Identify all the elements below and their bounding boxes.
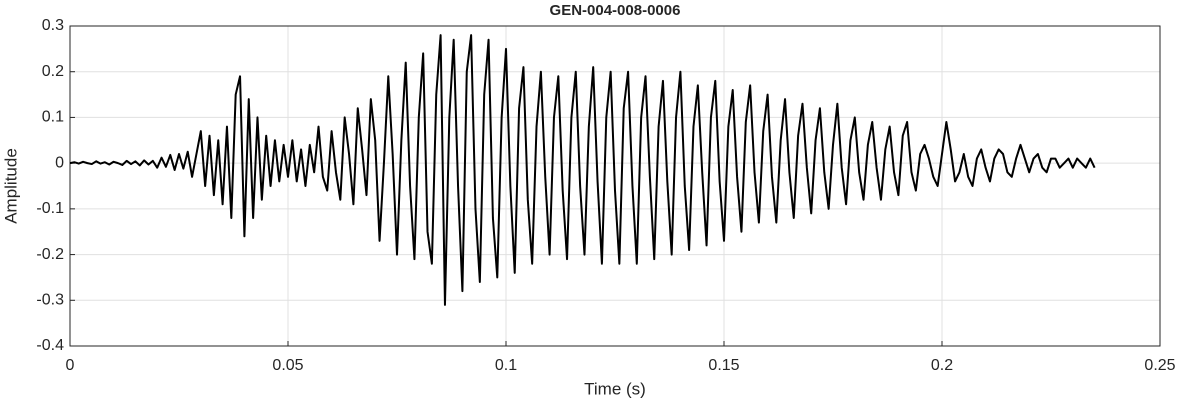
- x-tick-label: 0.05: [272, 357, 303, 374]
- x-tick-label: 0: [66, 357, 75, 374]
- y-tick-label: 0.1: [42, 109, 64, 126]
- y-tick-label: 0.3: [42, 17, 64, 34]
- x-axis-label: Time (s): [584, 379, 646, 398]
- y-axis-label: Amplitude: [1, 148, 20, 224]
- x-tick-label: 0.25: [1144, 357, 1175, 374]
- y-tick-label: -0.1: [36, 200, 64, 217]
- plot-frame: [69, 25, 1161, 347]
- y-tick-label: 0.2: [42, 63, 64, 80]
- y-tick-label: -0.3: [36, 292, 64, 309]
- x-tick-label: 0.15: [708, 357, 739, 374]
- x-tick-label: 0.1: [495, 357, 517, 374]
- y-tick-label: 0: [55, 154, 64, 171]
- x-tick-label: 0.2: [931, 357, 953, 374]
- y-tick-label: -0.2: [36, 246, 64, 263]
- y-tick-label: -0.4: [36, 337, 64, 354]
- waveform-line: [69, 34, 1096, 306]
- chart-title: GEN-004-008-0006: [550, 2, 681, 19]
